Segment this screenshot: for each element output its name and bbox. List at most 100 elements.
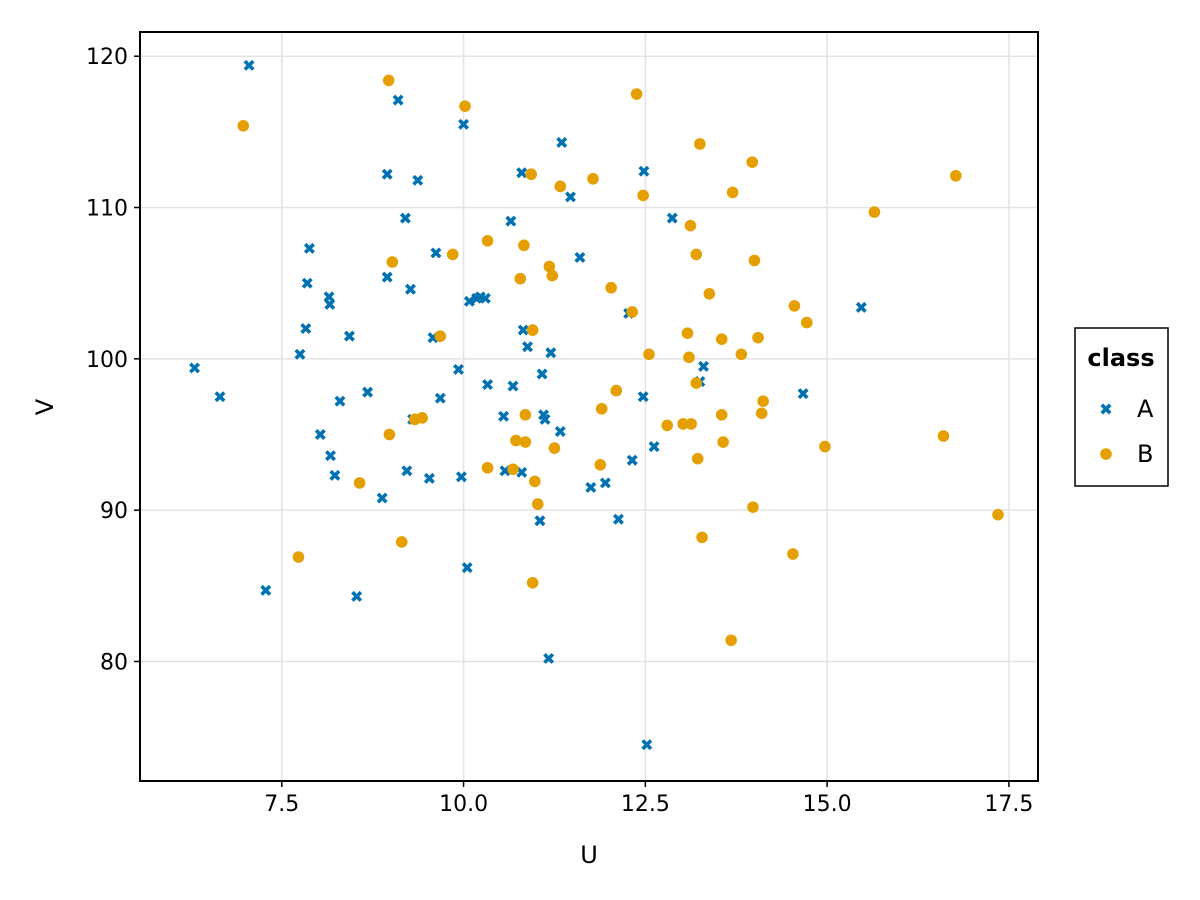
- data-point-b: [526, 324, 539, 336]
- data-point-a: [637, 391, 649, 403]
- data-point-b: [746, 156, 759, 168]
- legend-marker-b: [1100, 448, 1112, 460]
- data-point-b: [237, 120, 250, 132]
- plot-frame: [139, 31, 1039, 782]
- y-tick-label: 110: [86, 197, 128, 222]
- data-point-a: [381, 168, 393, 180]
- data-point-b: [950, 169, 962, 182]
- data-point-b: [416, 412, 428, 424]
- grid-lines: [140, 32, 1038, 781]
- data-point-b: [868, 206, 881, 218]
- data-point-a: [461, 562, 473, 574]
- data-point-b: [677, 418, 689, 430]
- data-point-b: [481, 235, 494, 247]
- data-point-a: [498, 410, 510, 422]
- series-b: [237, 74, 1004, 647]
- data-point-b: [395, 536, 408, 548]
- data-point-b: [595, 402, 608, 415]
- data-point-b: [594, 458, 607, 471]
- data-point-b: [383, 428, 396, 441]
- data-point-b: [434, 330, 447, 342]
- data-point-a: [343, 330, 355, 342]
- data-point-a: [399, 212, 411, 224]
- data-point-a: [405, 283, 416, 295]
- data-point-b: [690, 248, 703, 261]
- data-point-b: [386, 256, 399, 268]
- data-point-b: [548, 442, 561, 454]
- data-point-b: [292, 551, 305, 563]
- data-point-a: [294, 348, 306, 360]
- data-point-b: [626, 306, 639, 318]
- data-point-a: [612, 513, 624, 525]
- data-point-b: [481, 461, 494, 474]
- data-point-a: [479, 292, 491, 304]
- data-point-b: [757, 395, 769, 408]
- legend-title: class: [1087, 344, 1154, 372]
- x-tick-label: 10.0: [439, 792, 488, 817]
- data-point-b: [683, 351, 695, 364]
- data-point-a: [214, 391, 226, 403]
- data-point-a: [260, 584, 272, 596]
- legend-entries: AB: [1100, 395, 1154, 468]
- data-point-b: [519, 436, 532, 448]
- data-point-b: [992, 508, 1004, 521]
- data-point-b: [694, 138, 706, 150]
- data-point-a: [412, 174, 424, 186]
- data-point-a: [434, 392, 446, 404]
- data-point-a: [641, 739, 653, 751]
- data-point-b: [637, 189, 649, 202]
- data-point-b: [526, 576, 539, 589]
- data-point-a: [545, 347, 557, 359]
- data-point-b: [610, 384, 623, 397]
- data-point-a: [392, 94, 404, 106]
- data-point-a: [455, 471, 467, 483]
- data-point-a: [574, 251, 586, 263]
- data-point-a: [303, 242, 315, 254]
- data-point-a: [329, 469, 341, 481]
- data-point-a: [638, 165, 650, 177]
- data-point-a: [585, 481, 597, 493]
- series-a: [189, 59, 867, 751]
- data-point-a: [564, 191, 576, 203]
- data-point-b: [787, 548, 799, 560]
- data-point-b: [800, 316, 813, 329]
- data-point-b: [525, 168, 537, 181]
- data-point-b: [353, 477, 366, 489]
- data-point-a: [300, 323, 312, 335]
- data-point-a: [401, 465, 413, 477]
- axis-ticks: 7.5 10.0 12.5 15.0 17.5 80 90 100 110 120: [86, 45, 1033, 817]
- data-point-a: [482, 379, 494, 391]
- data-point-a: [516, 466, 528, 478]
- data-point-b: [681, 327, 694, 339]
- data-point-b: [605, 281, 617, 294]
- data-point-a: [362, 386, 374, 398]
- y-tick-label: 100: [86, 348, 128, 373]
- data-point-b: [752, 331, 764, 344]
- data-point-a: [507, 380, 519, 392]
- data-point-a: [376, 492, 388, 504]
- x-axis-label: U: [580, 841, 598, 869]
- data-point-a: [325, 450, 336, 462]
- data-point-b: [661, 419, 673, 432]
- data-point-a: [458, 118, 470, 130]
- data-point-b: [715, 409, 728, 421]
- data-point-a: [243, 59, 255, 71]
- data-point-a: [522, 341, 534, 353]
- data-point-a: [334, 395, 346, 407]
- data-point-a: [324, 298, 336, 310]
- data-point-b: [531, 498, 544, 510]
- data-point-b: [518, 239, 530, 252]
- y-axis-label: V: [31, 398, 59, 415]
- data-point-b: [519, 409, 532, 421]
- data-point-a: [626, 454, 638, 466]
- data-point-b: [459, 100, 471, 112]
- data-point-b: [643, 348, 655, 361]
- legend-box: [1074, 327, 1169, 487]
- data-point-a: [430, 247, 442, 259]
- data-point-a: [517, 324, 529, 336]
- legend-label-b: B: [1137, 440, 1153, 468]
- data-point-a: [536, 368, 548, 380]
- data-point-b: [691, 452, 704, 465]
- data-point-b: [554, 180, 567, 193]
